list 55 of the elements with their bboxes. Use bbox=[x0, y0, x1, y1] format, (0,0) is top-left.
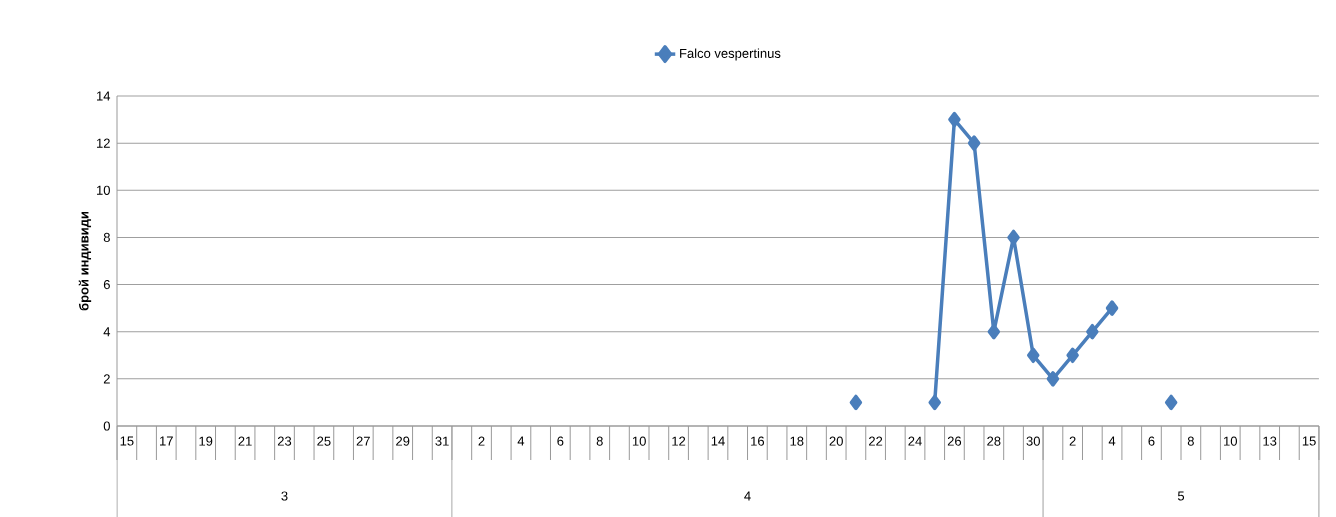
x-tick-label: 10 bbox=[632, 436, 646, 446]
point bbox=[1046, 371, 1060, 387]
y-tick-label: 14 bbox=[97, 91, 111, 101]
x-tick-label: 8 bbox=[1187, 436, 1194, 446]
x-tick-label: 10 bbox=[1224, 436, 1237, 446]
x-tick-label: 8 bbox=[596, 436, 603, 446]
text: 4 bbox=[744, 491, 751, 501]
x-tick-label: 2 bbox=[1069, 436, 1076, 446]
x-tick-label: 18 bbox=[790, 436, 804, 446]
x-tick-label: 19 bbox=[199, 436, 213, 446]
x-tick-label: 17 bbox=[160, 436, 173, 446]
y-tick-label: 2 bbox=[103, 374, 110, 384]
x-tick-label: 30 bbox=[1026, 436, 1040, 446]
point bbox=[849, 394, 863, 411]
text: 5 bbox=[1177, 491, 1185, 501]
y-axis-title: брой индивиди bbox=[78, 211, 92, 311]
point bbox=[948, 111, 961, 128]
legend-label: Falco vespertinus bbox=[680, 48, 781, 61]
x-tick-label: 31 bbox=[435, 436, 449, 446]
x-tick-label: 15 bbox=[1302, 436, 1316, 446]
x-tick-label: 15 bbox=[120, 436, 134, 446]
point bbox=[1086, 323, 1099, 340]
y-tick-label: 12 bbox=[97, 138, 110, 148]
x-tick-label: 20 bbox=[829, 436, 843, 446]
x-tick-label: 2 bbox=[478, 436, 485, 446]
x-tick-label: 28 bbox=[987, 436, 1001, 446]
x-tick-label: 21 bbox=[238, 436, 252, 446]
y-tick-label: 6 bbox=[103, 279, 110, 290]
y-tick-label: 8 bbox=[103, 232, 110, 243]
x-tick-label: 29 bbox=[396, 436, 410, 446]
x-tick-label: 6 bbox=[557, 436, 564, 446]
x-tick-label: 14 bbox=[711, 436, 725, 446]
point bbox=[1164, 394, 1178, 411]
point bbox=[1066, 347, 1079, 364]
point bbox=[967, 135, 981, 151]
x-tick-label: 25 bbox=[317, 436, 331, 446]
y-tick-label: 4 bbox=[103, 327, 111, 337]
x-tick-label: 24 bbox=[908, 436, 922, 446]
x-tick-label: 4 bbox=[1108, 436, 1116, 446]
point bbox=[987, 323, 1001, 340]
point bbox=[928, 394, 941, 411]
x-tick-label: 22 bbox=[869, 436, 883, 446]
x-tick-label: 26 bbox=[947, 436, 962, 446]
text: 3 bbox=[281, 491, 288, 501]
x-tick-label: 6 bbox=[1148, 436, 1155, 446]
point bbox=[1105, 300, 1119, 316]
x-tick-label: 12 bbox=[672, 436, 686, 446]
x-tick-label: 13 bbox=[1263, 436, 1277, 446]
point bbox=[1026, 347, 1040, 364]
x-tick-label: 23 bbox=[277, 436, 292, 446]
x-tick-label: 27 bbox=[356, 436, 370, 446]
x-tick-label: 16 bbox=[751, 436, 765, 446]
x-tick-label: 4 bbox=[517, 436, 525, 446]
y-tick-label: 10 bbox=[97, 185, 110, 195]
y-tick-label: 0 bbox=[103, 421, 110, 431]
